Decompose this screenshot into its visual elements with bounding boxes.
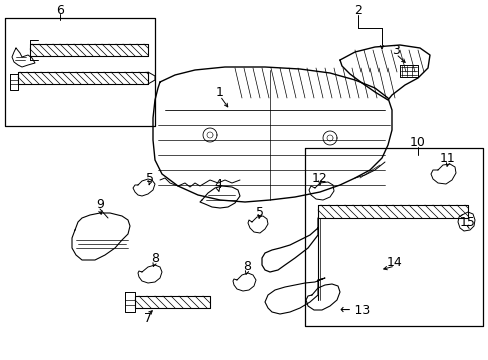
Text: 4: 4 [214, 179, 222, 192]
Text: 3: 3 [391, 44, 399, 57]
Text: 2: 2 [353, 4, 361, 18]
Text: 8: 8 [151, 252, 159, 265]
Text: 14: 14 [386, 256, 402, 269]
Text: 5: 5 [256, 206, 264, 219]
Text: 9: 9 [96, 198, 104, 211]
Text: ← 13: ← 13 [339, 303, 369, 316]
Text: 10: 10 [409, 136, 425, 149]
Text: 7: 7 [143, 311, 152, 324]
Text: 12: 12 [311, 171, 327, 184]
Text: 11: 11 [439, 153, 455, 166]
Text: 6: 6 [56, 4, 64, 17]
Text: 5: 5 [146, 172, 154, 185]
Text: 15: 15 [459, 216, 475, 229]
Text: 8: 8 [243, 261, 250, 274]
Text: 1: 1 [216, 85, 224, 99]
